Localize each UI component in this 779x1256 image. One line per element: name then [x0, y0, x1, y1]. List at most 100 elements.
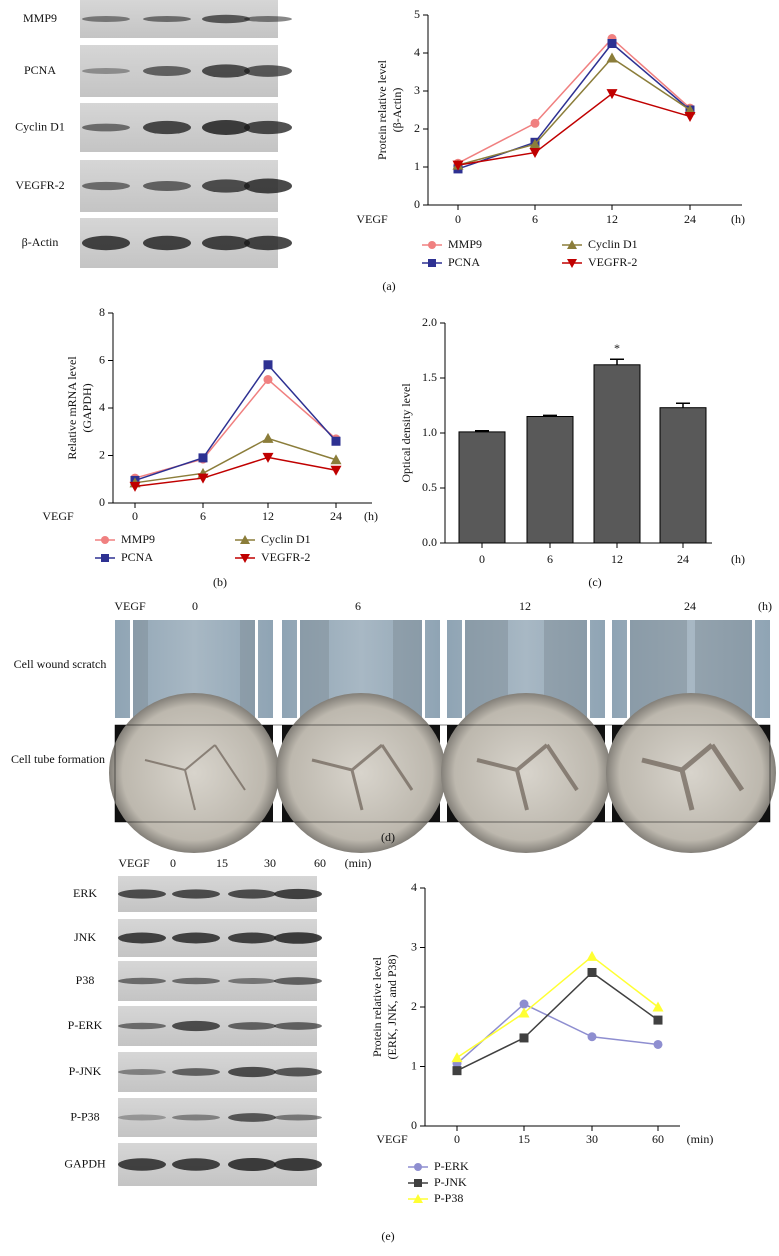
- legend-marker: [101, 554, 109, 562]
- legend-marker: [414, 1179, 422, 1187]
- y-tick-label: 4: [411, 880, 417, 894]
- y-tick-label: 2: [99, 447, 105, 461]
- y-tick-label: 2.0: [422, 315, 437, 329]
- scratch-divider: [627, 620, 630, 718]
- blot-label: PCNA: [24, 63, 56, 77]
- y-axis-label: Relative mRNA level: [65, 356, 79, 460]
- legend-label: Cyclin D1: [261, 532, 311, 546]
- blot-label: P-JNK: [69, 1064, 102, 1078]
- y-tick-label: 0: [414, 197, 420, 211]
- y-tick-label: 2: [414, 121, 420, 135]
- series-line: [457, 92, 691, 166]
- blot-band: [118, 1158, 166, 1171]
- scratch-divider: [462, 620, 465, 718]
- series-line: [134, 456, 337, 488]
- x-unit: (h): [364, 509, 378, 523]
- x-axis-label: VEGF: [42, 509, 74, 523]
- y-tick-label: 0.0: [422, 535, 437, 549]
- x-tick-label: 24: [684, 212, 696, 226]
- label: 0: [192, 599, 198, 613]
- y-tick-label: 0: [411, 1118, 417, 1132]
- blot-band: [82, 123, 130, 132]
- blot-band: [274, 888, 322, 900]
- x-tick-label: 24: [677, 552, 689, 566]
- bar: [526, 416, 574, 544]
- y-axis-label: (GAPDH): [80, 383, 94, 432]
- point: [652, 1001, 664, 1012]
- scratch-divider: [130, 620, 133, 718]
- bar: [458, 431, 506, 544]
- series-line: [134, 363, 337, 482]
- scratch-divider: [752, 620, 755, 718]
- series-line: [457, 56, 691, 166]
- blot-band: [244, 16, 292, 22]
- point: [653, 1039, 663, 1049]
- blot-band: [172, 932, 220, 944]
- point: [262, 452, 274, 463]
- tube-field: [109, 693, 279, 853]
- x-tick-label: 6: [532, 212, 538, 226]
- blot-band: [82, 16, 130, 22]
- label: 6: [355, 599, 361, 613]
- x-tick-label: 60: [652, 1132, 664, 1146]
- blot-band: [118, 1069, 166, 1075]
- series-line: [456, 971, 659, 1072]
- blot-band: [202, 120, 250, 135]
- error-bar: [610, 358, 624, 365]
- blot-band: [244, 235, 292, 251]
- blot-band: [274, 1114, 322, 1121]
- blot-band: [82, 235, 130, 251]
- blot-band: [172, 1114, 220, 1121]
- series-line: [134, 437, 337, 484]
- legend-marker: [567, 259, 577, 268]
- blot-band: [118, 1114, 166, 1121]
- scratch-divider: [587, 620, 590, 718]
- legend-marker: [240, 535, 250, 544]
- label: 24: [684, 599, 696, 613]
- point: [587, 1032, 597, 1042]
- blot-label: P38: [76, 973, 95, 987]
- legend-label: Cyclin D1: [588, 237, 638, 251]
- x-tick-label: 15: [518, 1132, 530, 1146]
- label: 12: [519, 599, 531, 613]
- x-tick-label: 12: [262, 509, 274, 523]
- y-tick-label: 6: [99, 352, 105, 366]
- point: [330, 465, 342, 476]
- image-border: [114, 724, 771, 823]
- blot-band: [274, 1157, 322, 1172]
- blot-band: [143, 15, 191, 23]
- point: [198, 453, 208, 463]
- tube-field: [606, 693, 776, 853]
- legend-label: P-ERK: [434, 1159, 469, 1173]
- error-bar: [676, 402, 690, 408]
- label: 0: [170, 856, 176, 870]
- blot-band: [274, 977, 322, 985]
- blot-label: P-P38: [70, 1109, 99, 1123]
- x-tick-label: 0: [454, 1132, 460, 1146]
- tube-field: [441, 693, 611, 853]
- tube-field: [276, 693, 446, 853]
- blot-label: P-ERK: [68, 1018, 103, 1032]
- legend-label: PCNA: [121, 550, 153, 564]
- x-tick-label: 30: [586, 1132, 598, 1146]
- point: [452, 160, 464, 171]
- x-tick-label: 12: [611, 552, 623, 566]
- blot-band: [82, 68, 130, 74]
- tube-network: [476, 743, 579, 811]
- blot-band: [244, 65, 292, 77]
- y-tick-label: 1.0: [422, 425, 437, 439]
- blot-band: [143, 120, 191, 135]
- point: [330, 454, 342, 465]
- blot-band: [118, 1022, 166, 1030]
- annotation: *: [614, 341, 620, 355]
- series-line: [457, 37, 691, 164]
- y-tick-label: 5: [414, 7, 420, 21]
- legend-label: VEGFR-2: [261, 550, 310, 564]
- legend-marker: [101, 536, 109, 544]
- blot-band: [143, 181, 191, 191]
- blot-band: [172, 1158, 220, 1171]
- legend-label: MMP9: [448, 237, 482, 251]
- x-unit: (h): [731, 552, 745, 566]
- x-axis-label: VEGF: [376, 1132, 408, 1146]
